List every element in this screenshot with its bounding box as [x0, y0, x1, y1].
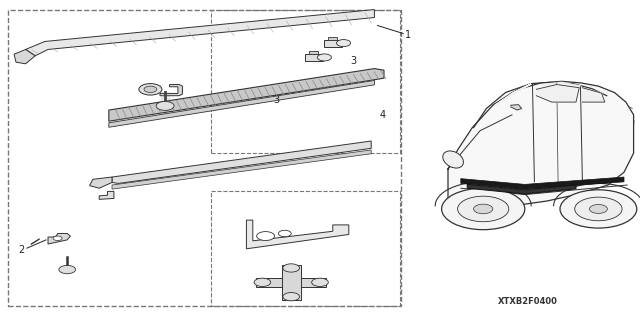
- Circle shape: [589, 204, 607, 213]
- Text: 3: 3: [273, 95, 280, 106]
- Bar: [324, 40, 342, 47]
- Polygon shape: [90, 177, 112, 188]
- Bar: [309, 51, 318, 54]
- Ellipse shape: [443, 151, 463, 168]
- Circle shape: [254, 278, 271, 286]
- Polygon shape: [494, 84, 531, 106]
- Text: 4: 4: [380, 110, 386, 120]
- Polygon shape: [282, 265, 301, 300]
- Text: XTXB2F0400: XTXB2F0400: [498, 297, 558, 306]
- Circle shape: [474, 204, 493, 214]
- Polygon shape: [467, 184, 576, 194]
- Polygon shape: [14, 49, 35, 64]
- Polygon shape: [461, 177, 624, 189]
- Bar: [305, 54, 323, 61]
- Polygon shape: [536, 85, 579, 102]
- Text: 1: 1: [405, 30, 412, 40]
- Circle shape: [458, 196, 509, 222]
- Circle shape: [283, 293, 300, 301]
- Polygon shape: [448, 81, 634, 206]
- Circle shape: [560, 190, 637, 228]
- Circle shape: [337, 40, 351, 47]
- Polygon shape: [48, 234, 70, 244]
- Circle shape: [442, 188, 525, 230]
- Polygon shape: [112, 141, 371, 183]
- Bar: [211, 10, 400, 153]
- Circle shape: [156, 101, 174, 110]
- Polygon shape: [109, 69, 384, 121]
- Circle shape: [312, 278, 328, 286]
- Circle shape: [575, 197, 622, 221]
- Polygon shape: [582, 88, 605, 102]
- Bar: [328, 37, 337, 40]
- Circle shape: [283, 264, 300, 272]
- Polygon shape: [109, 80, 374, 127]
- Circle shape: [59, 265, 76, 274]
- Polygon shape: [160, 85, 182, 96]
- Text: 2: 2: [18, 245, 24, 256]
- Circle shape: [144, 86, 157, 93]
- Polygon shape: [541, 82, 581, 90]
- Polygon shape: [511, 105, 522, 110]
- Polygon shape: [26, 10, 374, 56]
- Circle shape: [278, 230, 291, 237]
- Circle shape: [139, 84, 162, 95]
- Bar: [8, 10, 401, 306]
- Circle shape: [317, 54, 332, 61]
- Polygon shape: [246, 220, 349, 249]
- Text: 3: 3: [350, 56, 356, 66]
- Circle shape: [53, 236, 62, 241]
- Bar: [211, 191, 400, 306]
- Circle shape: [257, 232, 275, 241]
- Polygon shape: [99, 191, 114, 199]
- Polygon shape: [112, 150, 371, 189]
- Polygon shape: [256, 278, 326, 287]
